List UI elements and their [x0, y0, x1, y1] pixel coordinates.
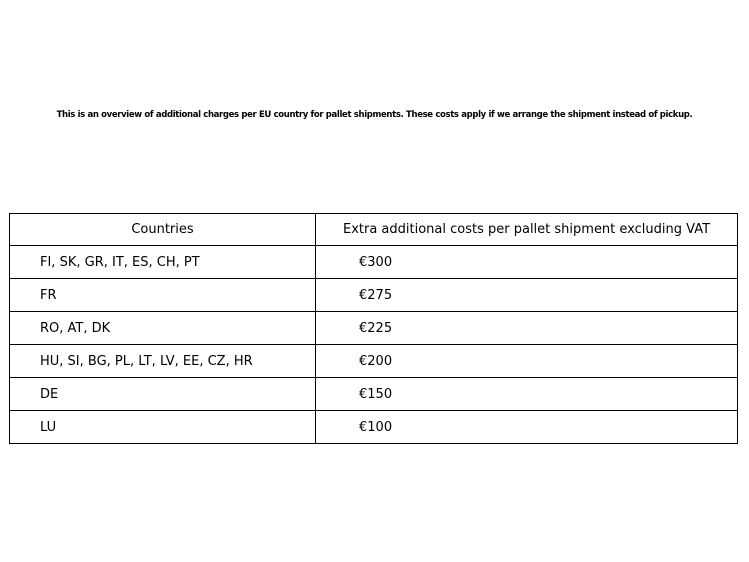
intro-text: This is an overview of additional charge…: [56, 110, 693, 120]
table-row: LU €100: [9, 410, 738, 444]
charges-table: Countries Extra additional costs per pal…: [9, 213, 738, 444]
cost-cell: €150: [315, 377, 738, 411]
table-header-row: Countries Extra additional costs per pal…: [9, 213, 738, 246]
cost-cell: €300: [315, 245, 738, 279]
table-row: HU, SI, BG, PL, LT, LV, EE, CZ, HR €200: [9, 344, 738, 378]
countries-cell: LU: [9, 410, 316, 444]
cost-cell: €275: [315, 278, 738, 312]
countries-cell: DE: [9, 377, 316, 411]
table-body: FI, SK, GR, IT, ES, CH, PT €300 FR €275 …: [9, 245, 738, 444]
countries-cell: HU, SI, BG, PL, LT, LV, EE, CZ, HR: [9, 344, 316, 378]
cost-cell: €225: [315, 311, 738, 345]
column-header-costs: Extra additional costs per pallet shipme…: [315, 213, 738, 246]
column-header-countries: Countries: [9, 213, 316, 246]
table-row: DE €150: [9, 377, 738, 411]
table-row: FR €275: [9, 278, 738, 312]
cost-cell: €200: [315, 344, 738, 378]
countries-cell: FI, SK, GR, IT, ES, CH, PT: [9, 245, 316, 279]
table-row: FI, SK, GR, IT, ES, CH, PT €300: [9, 245, 738, 279]
countries-cell: FR: [9, 278, 316, 312]
table-row: RO, AT, DK €225: [9, 311, 738, 345]
countries-cell: RO, AT, DK: [9, 311, 316, 345]
cost-cell: €100: [315, 410, 738, 444]
